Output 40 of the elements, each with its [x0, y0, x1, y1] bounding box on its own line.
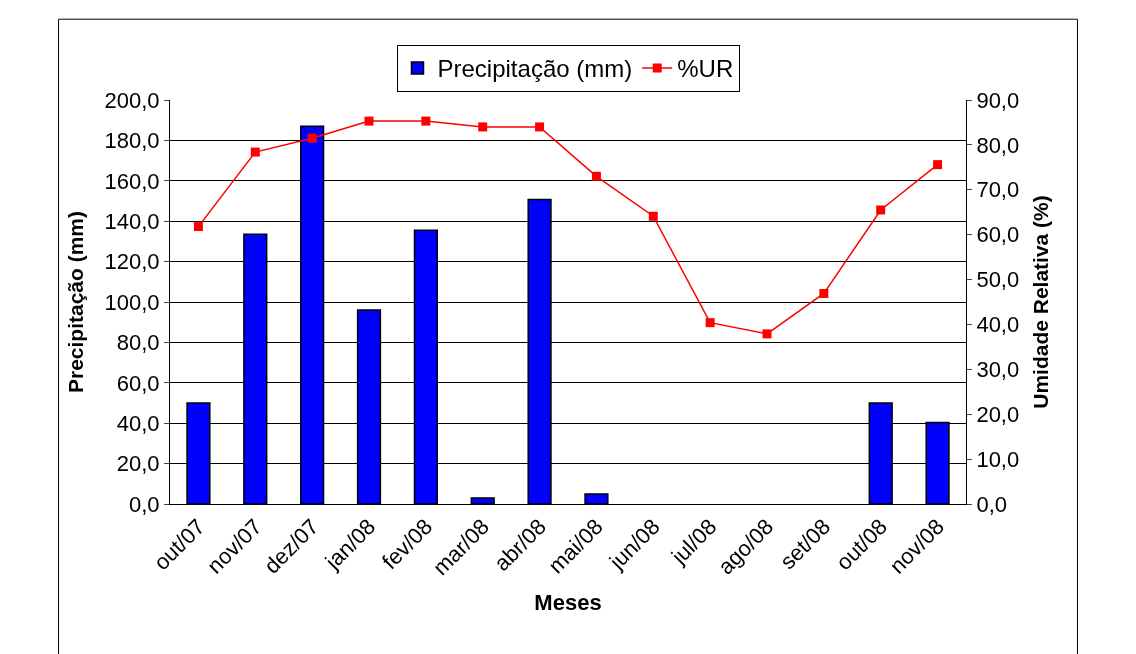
point [648, 211, 658, 221]
legend-label: Precipitação (mm) [437, 55, 633, 83]
point [705, 318, 715, 328]
point [933, 160, 943, 170]
point [193, 222, 203, 232]
y2-tick-label: 50,0 [976, 267, 1020, 293]
y-tick-label: 40,0 [116, 410, 160, 436]
y2-tick-label: 70,0 [976, 177, 1020, 203]
y2-tick-label: 0,0 [976, 491, 1007, 517]
y-tick-label: 160,0 [104, 168, 160, 194]
y-tick-label: 200,0 [104, 87, 160, 113]
legend-label: %UR [677, 55, 734, 83]
y-tick-label: 180,0 [104, 128, 160, 154]
point [762, 329, 772, 339]
y2-tick-label: 40,0 [976, 312, 1020, 338]
y-tick-label: 20,0 [116, 451, 160, 477]
y-tick-label: 120,0 [104, 249, 160, 275]
y-axis-title: Precipitação (mm) [63, 210, 87, 394]
y2-tick-label: 80,0 [976, 132, 1020, 158]
point [364, 116, 374, 126]
point [876, 205, 886, 215]
point [819, 288, 829, 298]
y-tick-label: 80,0 [116, 330, 160, 356]
y-tick-label: 60,0 [116, 370, 160, 396]
y-tick-label: 0,0 [129, 491, 160, 517]
x-axis-title: Meses [534, 590, 602, 616]
y-tick-label: 140,0 [104, 208, 160, 234]
point [478, 122, 488, 132]
y2-tick-label: 20,0 [976, 401, 1020, 427]
y2-tick-label: 90,0 [976, 87, 1020, 113]
y2-tick-label: 60,0 [976, 222, 1020, 248]
y-tick-label: 100,0 [104, 289, 160, 315]
point [535, 122, 545, 132]
point [421, 116, 431, 126]
point [307, 133, 317, 143]
point [250, 147, 260, 157]
point [591, 171, 601, 181]
y2-axis-title: Umidade Relativa (%) [1029, 195, 1053, 409]
y2-tick-label: 10,0 [976, 446, 1020, 472]
y2-tick-label: 30,0 [976, 357, 1020, 383]
